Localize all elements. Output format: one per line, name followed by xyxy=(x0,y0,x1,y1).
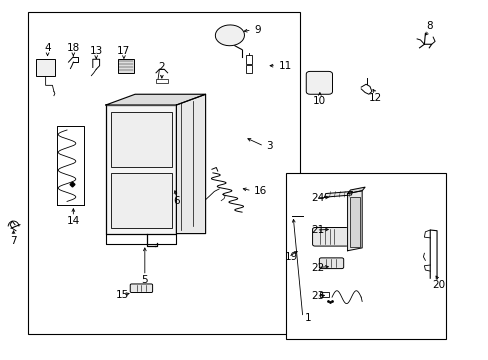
FancyBboxPatch shape xyxy=(312,228,348,246)
Polygon shape xyxy=(347,191,362,251)
Text: 5: 5 xyxy=(141,275,148,285)
Text: 6: 6 xyxy=(173,197,180,206)
Bar xyxy=(111,173,171,228)
Ellipse shape xyxy=(215,25,244,46)
Text: 18: 18 xyxy=(66,43,80,53)
Text: 10: 10 xyxy=(313,96,326,107)
Text: 13: 13 xyxy=(89,46,102,56)
Text: 23: 23 xyxy=(311,291,324,301)
Text: 12: 12 xyxy=(368,93,382,103)
Polygon shape xyxy=(176,94,205,234)
Text: 19: 19 xyxy=(285,252,298,262)
Text: 8: 8 xyxy=(425,21,432,31)
Bar xyxy=(118,59,133,73)
Bar xyxy=(246,65,252,73)
FancyBboxPatch shape xyxy=(130,284,152,293)
FancyBboxPatch shape xyxy=(305,71,332,94)
Bar xyxy=(285,173,446,339)
Text: 14: 14 xyxy=(66,216,80,226)
Text: 3: 3 xyxy=(266,141,272,151)
Text: 22: 22 xyxy=(311,262,324,273)
Polygon shape xyxy=(347,187,365,194)
Text: 16: 16 xyxy=(254,186,267,196)
Text: 20: 20 xyxy=(431,280,445,291)
Text: 11: 11 xyxy=(278,61,291,71)
Bar xyxy=(320,292,328,297)
Text: 4: 4 xyxy=(44,43,51,53)
Text: 1: 1 xyxy=(305,312,311,323)
Bar xyxy=(28,12,300,334)
Text: 21: 21 xyxy=(311,225,324,235)
Text: 15: 15 xyxy=(116,290,129,300)
Bar xyxy=(246,55,252,64)
Text: 2: 2 xyxy=(158,63,165,72)
Text: 9: 9 xyxy=(254,25,260,35)
Polygon shape xyxy=(324,192,352,197)
Bar xyxy=(111,112,171,167)
Text: 7: 7 xyxy=(10,236,17,246)
FancyBboxPatch shape xyxy=(319,258,343,269)
Bar xyxy=(349,197,360,247)
Bar xyxy=(156,79,168,83)
Text: 24: 24 xyxy=(311,193,324,203)
Polygon shape xyxy=(106,94,205,105)
Text: 17: 17 xyxy=(117,46,130,56)
Bar xyxy=(36,59,55,76)
FancyBboxPatch shape xyxy=(106,105,176,234)
